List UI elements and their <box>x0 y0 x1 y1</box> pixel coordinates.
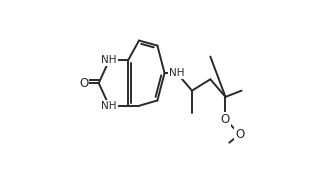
Text: O: O <box>79 77 88 90</box>
Text: NH: NH <box>169 68 185 78</box>
Text: NH: NH <box>101 101 117 111</box>
Text: NH: NH <box>101 55 117 65</box>
Text: O: O <box>235 128 244 141</box>
Text: O: O <box>221 113 230 126</box>
